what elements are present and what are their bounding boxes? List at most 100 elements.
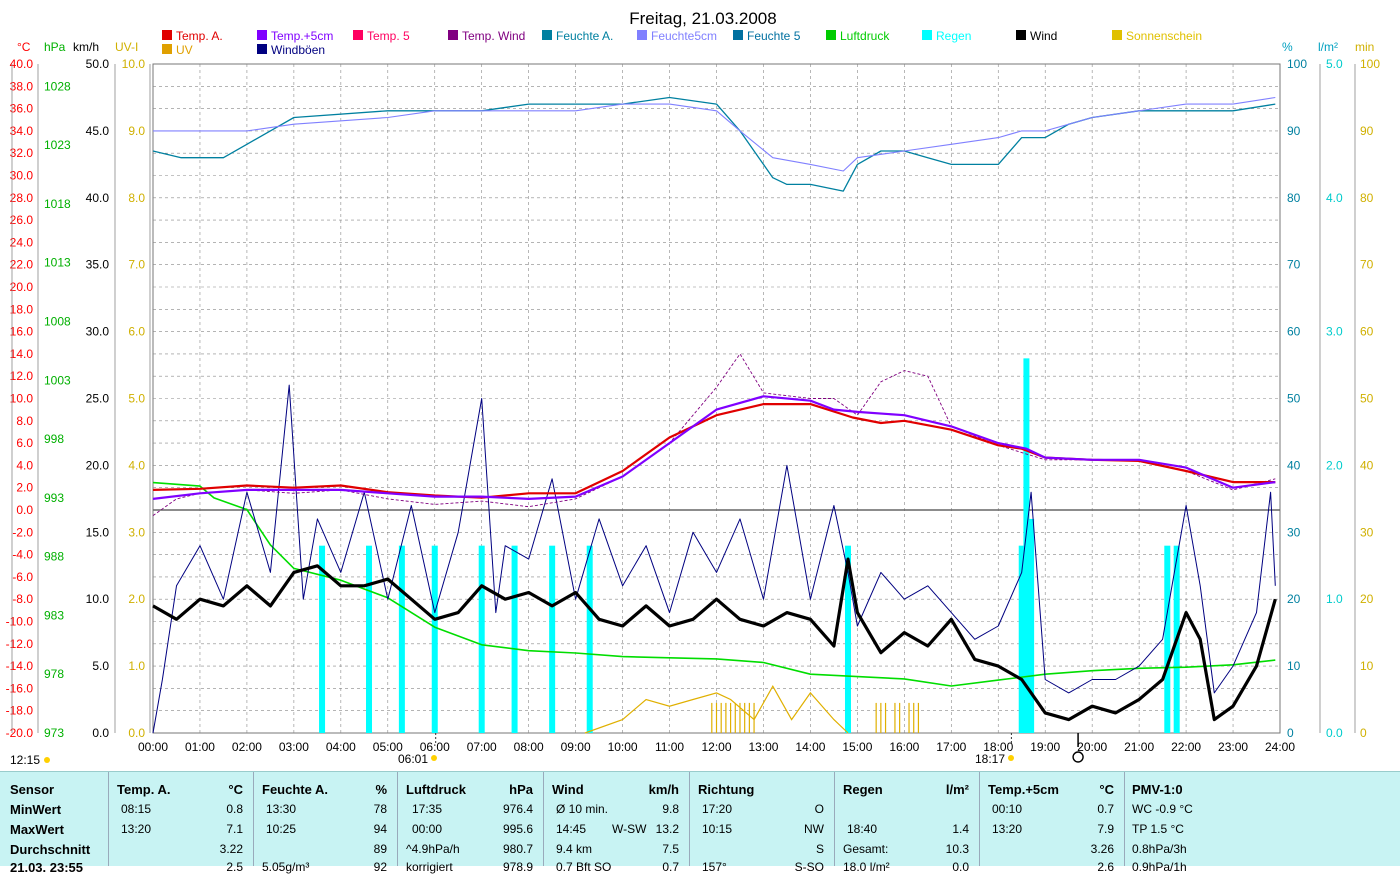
stats-rain-column: Regen l/m² 18:40 1.4 Gesamt: 10.3 18.0 l/m²… bbox=[835, 772, 980, 874]
temp-a-min: 0.8 bbox=[226, 802, 243, 816]
wind-distance: 9.4 km bbox=[556, 842, 593, 856]
press-avg: 980.7 bbox=[502, 842, 533, 856]
stats-temp5-column: Temp.+5cm °C 00:10 0.7 13:20 7.9 3.26 2.6 bbox=[980, 772, 1125, 874]
uv-axis-tick: 10.0 bbox=[122, 57, 146, 71]
y-axes: 40.0 38.0 36.0 34.0 32.0 30.0 28.0 26.0 24.0 22.0… bbox=[6, 57, 1381, 740]
stats-wind-column: Wind km/h Ø 10 min. 9.8 14:45 W-SW 13.2 9.4 … bbox=[544, 772, 690, 874]
legend-swatch bbox=[922, 30, 932, 40]
humidity-axis-tick: 80 bbox=[1287, 191, 1301, 205]
rain-bar bbox=[1164, 545, 1171, 733]
wind-max: 13.2 bbox=[655, 822, 679, 836]
stats-unit-rain: l/m² bbox=[945, 782, 969, 797]
pmv-dewpoint: TP 1.5 °C bbox=[1132, 822, 1184, 836]
pmv-windchill: WC -0.9 °C bbox=[1132, 802, 1193, 816]
stats-unit-pressure: hPa bbox=[509, 782, 533, 797]
chart-extras bbox=[1072, 733, 1084, 763]
sunshine-axis-tick: 90 bbox=[1360, 124, 1374, 138]
temp-axis-tick: 12.0 bbox=[10, 369, 34, 383]
x-tick-label: 14:00 bbox=[795, 740, 825, 754]
stats-direction-column: Richtung 17:20 O 10:15 NW S 157° S-SO bbox=[690, 772, 835, 874]
stats-label-min: MinWert bbox=[10, 802, 62, 817]
temp5-min: 0.7 bbox=[1097, 802, 1114, 816]
uv-axis-tick: 6.0 bbox=[128, 325, 145, 339]
wind-last-label: 0.7 Bft SO bbox=[556, 860, 612, 874]
legend: Temp. A. Temp.+5cm Temp. 5 Temp. Wind Feucht… bbox=[162, 29, 1202, 57]
time-marker-left: 12:15 bbox=[10, 753, 40, 767]
pressure-axis-tick: 998 bbox=[44, 432, 64, 446]
dir-min-time: 17:20 bbox=[702, 802, 733, 816]
temp-axis-tick: 34.0 bbox=[10, 124, 34, 138]
temp-axis-tick: 16.0 bbox=[10, 325, 34, 339]
wind-axis-tick: 10.0 bbox=[86, 592, 110, 606]
rain-bar bbox=[586, 545, 593, 733]
temp-axis-tick: -10.0 bbox=[6, 615, 34, 629]
humidity-axis-tick: 100 bbox=[1287, 57, 1307, 71]
rain-last-label: 18.0 l/m² bbox=[843, 860, 890, 874]
legend-swatch bbox=[733, 30, 743, 40]
wind-last: 0.7 bbox=[662, 860, 679, 874]
hum-max: 94 bbox=[373, 822, 387, 836]
statistics-table: Sensor MinWert MaxWert Durchschnitt 21.0… bbox=[0, 771, 1400, 875]
pressure-axis-tick: 1008 bbox=[44, 314, 71, 328]
pressure-axis-tick: 983 bbox=[44, 608, 64, 622]
sunshine-axis-tick: 80 bbox=[1360, 191, 1374, 205]
wind-gust-line bbox=[152, 384, 1276, 734]
pressure-axis-tick: 1028 bbox=[44, 79, 71, 93]
pressure-axis-tick: 1018 bbox=[44, 197, 71, 211]
rain-bar bbox=[366, 545, 373, 733]
pressure-line bbox=[152, 481, 1276, 687]
x-tick-label: 04:00 bbox=[326, 740, 356, 754]
sunshine-axis-tick: 20 bbox=[1360, 592, 1374, 606]
grid bbox=[152, 63, 1281, 734]
dir-last-label: 157° bbox=[702, 860, 727, 874]
axis-headers: °C hPa km/h UV-I% l/m² min bbox=[17, 40, 1374, 54]
humidity-axis-tick: 40 bbox=[1287, 458, 1301, 472]
sunshine-axis-tick: 0 bbox=[1360, 726, 1367, 740]
uv-axis-header: UV-I bbox=[115, 40, 138, 54]
wind-axis-tick: 30.0 bbox=[86, 325, 110, 339]
x-tick-label: 23:00 bbox=[1218, 740, 1248, 754]
pressure-axis-tick: 1023 bbox=[44, 138, 71, 152]
x-tick-label: 11:00 bbox=[655, 740, 684, 754]
wind-axis-tick: 0.0 bbox=[92, 726, 109, 740]
stats-header-temp5: Temp.+5cm bbox=[988, 782, 1059, 797]
hum-min: 78 bbox=[373, 802, 387, 816]
x-tick-label: 06:00 bbox=[420, 740, 450, 754]
sunshine-axis-header: min bbox=[1355, 40, 1374, 54]
sunrise-icon bbox=[431, 755, 437, 761]
pressure-axis-tick: 993 bbox=[44, 491, 64, 505]
press-last: 978.9 bbox=[502, 860, 533, 874]
rain-bar bbox=[398, 545, 405, 733]
legend-label: Sonnenschein bbox=[1126, 29, 1202, 43]
rain-bar bbox=[319, 545, 326, 733]
temp-axis-tick: 32.0 bbox=[10, 146, 34, 160]
press-max-time: 00:00 bbox=[412, 822, 443, 836]
rain-axis-tick: 1.0 bbox=[1326, 592, 1343, 606]
rain-total: 10.3 bbox=[945, 842, 969, 856]
uv-axis-tick: 1.0 bbox=[128, 659, 145, 673]
legend-label: Feuchte5cm bbox=[651, 29, 717, 43]
dir-max: NW bbox=[804, 822, 824, 836]
humidity-axis-header: % bbox=[1282, 40, 1293, 54]
x-tick-label: 24:00 bbox=[1265, 740, 1295, 754]
temp-axis-tick: -20.0 bbox=[6, 726, 34, 740]
wind-avg-label: Ø 10 min. bbox=[556, 802, 609, 816]
x-tick-label: 19:00 bbox=[1030, 740, 1060, 754]
wind-direction-icon bbox=[1072, 751, 1084, 763]
temp-axis-tick: -2.0 bbox=[12, 525, 33, 539]
press-max: 995.6 bbox=[502, 822, 533, 836]
temp-5cm-line bbox=[152, 395, 1276, 500]
rain-bar bbox=[478, 545, 485, 733]
wind-line bbox=[152, 557, 1277, 722]
x-tick-label: 00:00 bbox=[138, 740, 168, 754]
uv-axis-tick: 5.0 bbox=[128, 392, 145, 406]
humidity-axis-tick: 60 bbox=[1287, 325, 1301, 339]
dir-last: S-SO bbox=[794, 860, 824, 874]
dir-max-time: 10:15 bbox=[702, 822, 733, 836]
legend-swatch bbox=[1112, 30, 1122, 40]
wind-axis-header: km/h bbox=[73, 40, 99, 54]
hum-avg: 89 bbox=[373, 842, 387, 856]
wind-min: 9.8 bbox=[662, 802, 679, 816]
temp-axis-tick: 8.0 bbox=[16, 414, 33, 428]
temp-axis-tick: 0.0 bbox=[16, 503, 33, 517]
